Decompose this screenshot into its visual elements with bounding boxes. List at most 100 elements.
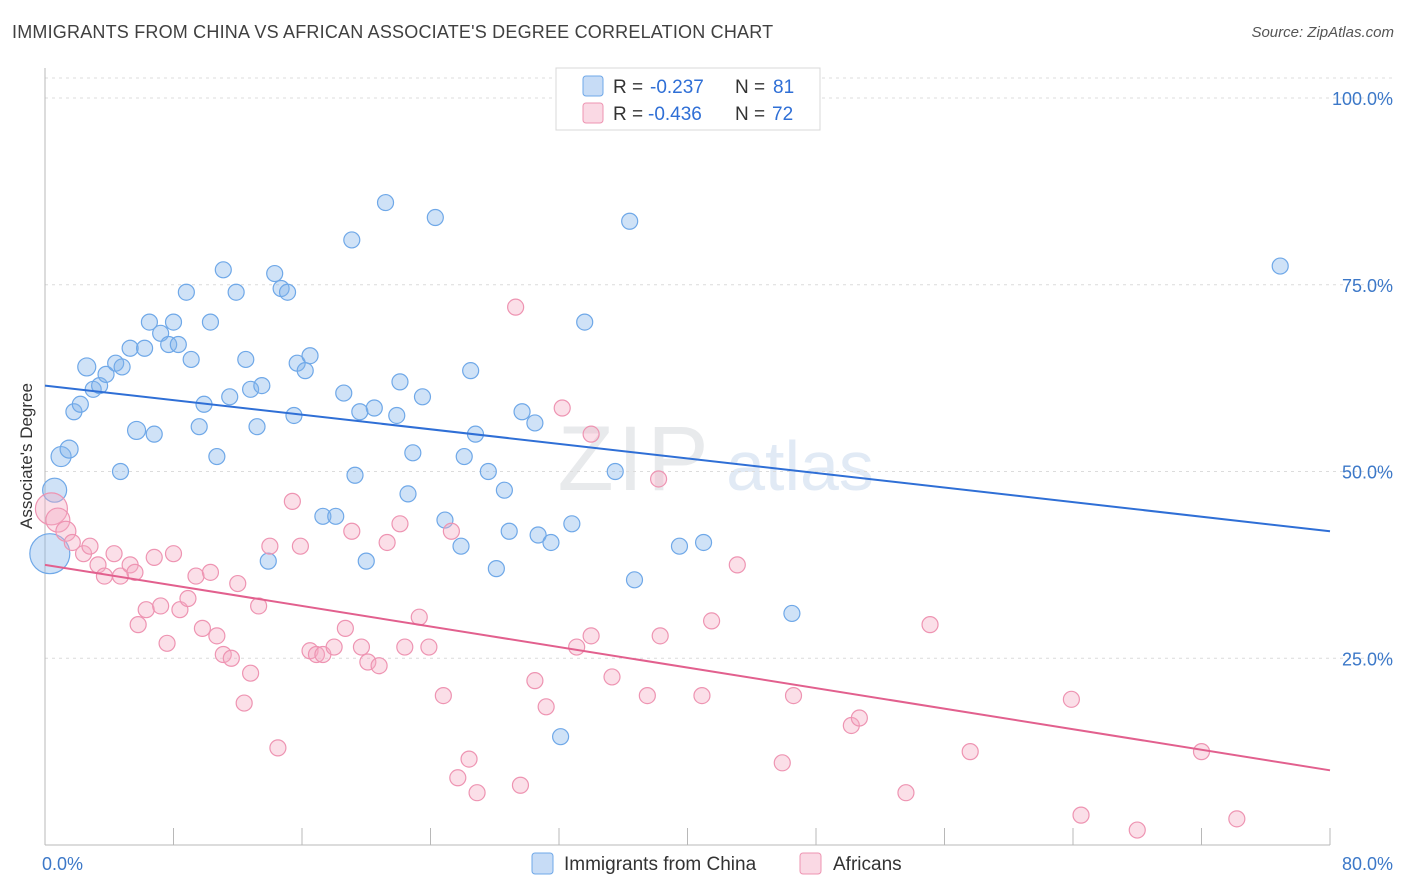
watermark-zip: ZIP [557,408,712,510]
africans-point [568,638,586,656]
africans-point [1128,821,1146,839]
africans-point [201,563,220,581]
x-tick-label-max: 80.0% [1342,854,1393,874]
stats-legend-n-value-africans: 72 [772,104,793,125]
stats-legend-r-value-china: -0.237 [650,77,704,98]
china-point [59,439,79,459]
africans-point [702,612,721,630]
africans-point [343,522,361,540]
africans-point [63,533,81,552]
africans-point [193,619,212,637]
africans-point [261,537,279,555]
trend-line-china [44,384,1331,533]
china-point [452,537,470,555]
stats-legend-n-label-africans: N = [735,104,765,125]
africans-point [649,470,668,488]
series-legend: Immigrants from China Africans [531,852,902,875]
china-point [327,507,345,525]
africans-point [449,769,467,787]
africans-point [460,750,478,768]
africans-point [1062,690,1080,708]
china-point [201,313,220,331]
africans-point [242,664,260,682]
africans-point [164,545,183,563]
china-point [495,481,513,499]
china-point [576,313,594,331]
china-point [221,388,239,406]
china-point [1271,257,1289,275]
trend-lines [44,384,1331,772]
africans-point [410,608,428,626]
china-point [351,403,369,421]
china-point [462,362,480,380]
africans-point [582,627,600,645]
x-tick-label-min: 0.0% [42,854,83,874]
china-point [343,231,361,249]
china-point [182,350,200,369]
china-point [500,522,518,540]
source-label: Source: ZipAtlas.com [1251,24,1394,41]
africans-point [352,638,371,656]
china-point [113,358,131,376]
africans-point [359,653,377,671]
africans-point [126,563,144,581]
legend-swatch-china [531,852,554,875]
stats-legend-r-label-china: R = [613,77,643,98]
africans-point [55,520,77,542]
china-point [296,362,314,380]
china-point [479,462,497,481]
trend-line-africans [44,563,1331,772]
africans-point [158,634,176,652]
china-point [404,444,422,462]
africans-point [208,627,226,645]
stats-legend-box [555,67,821,131]
africans-point [507,298,525,316]
china-point [169,335,187,354]
legend-label-china: Immigrants from China [564,854,757,875]
axes [44,68,1331,846]
china-point [237,350,255,369]
africans-point [468,784,486,802]
y-tick-label: 100.0% [1332,89,1393,109]
africans-point [152,597,170,615]
legend-label-africans: Africans [833,854,902,875]
africans-point [325,638,343,656]
series-immigrants-from-china [29,193,1289,746]
series-africans [34,298,1246,839]
y-tick-label: 25.0% [1342,649,1393,669]
china-point [111,462,130,481]
china-point [160,335,178,354]
stats-legend-swatch-china [582,75,604,97]
china-point [346,466,364,484]
africans-point [179,589,197,608]
china-point [542,533,560,552]
africans-point [511,776,530,794]
africans-point [921,616,939,634]
africans-point [553,399,571,417]
africans-point [784,686,803,705]
y-axis-label: Associate's Degree [17,383,36,529]
africans-point [378,533,396,552]
china-point [357,552,375,570]
china-point [625,571,644,589]
china-point [314,507,332,525]
africans-point [1228,810,1246,828]
china-point [177,283,195,301]
china-point [227,283,245,301]
china-point [145,425,163,443]
y-tick-label: 50.0% [1342,463,1393,483]
stats-legend: R = -0.237 N = 81 R = -0.436 N = 72 [555,67,821,131]
china-point [563,515,581,533]
africans-point [229,574,247,593]
china-point [455,447,473,466]
china-point [621,212,639,230]
africans-point [235,694,253,712]
africans-point [850,709,868,727]
china-point [248,418,266,436]
y-tick-label: 75.0% [1342,276,1393,296]
china-point [783,604,801,623]
china-point [388,406,406,425]
stats-legend-n-label-china: N = [735,77,765,98]
china-point [413,388,432,406]
